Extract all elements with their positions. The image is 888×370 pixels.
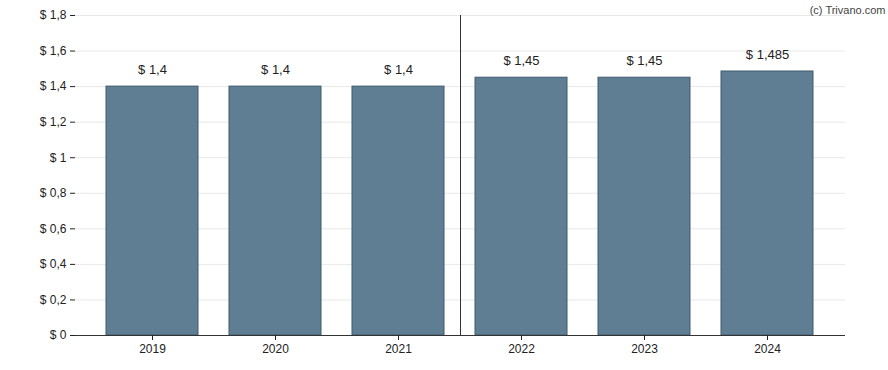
svg-text:$ 1,2: $ 1,2 xyxy=(40,115,67,129)
svg-text:2024: 2024 xyxy=(754,342,781,356)
svg-text:$ 1,4: $ 1,4 xyxy=(138,62,167,77)
svg-text:$ 1,6: $ 1,6 xyxy=(40,44,67,58)
svg-text:$ 1,45: $ 1,45 xyxy=(626,53,662,68)
svg-text:$ 1,4: $ 1,4 xyxy=(40,79,67,93)
svg-text:$ 0: $ 0 xyxy=(50,328,67,342)
svg-text:2020: 2020 xyxy=(262,342,289,356)
svg-text:$ 0,8: $ 0,8 xyxy=(40,186,67,200)
svg-text:$ 1,4: $ 1,4 xyxy=(261,62,290,77)
svg-text:(c) Trivano.com: (c) Trivano.com xyxy=(810,4,886,16)
svg-text:2019: 2019 xyxy=(139,342,166,356)
svg-text:$ 0,4: $ 0,4 xyxy=(40,257,67,271)
svg-text:$ 1,8: $ 1,8 xyxy=(40,8,67,22)
svg-text:2022: 2022 xyxy=(508,342,535,356)
svg-text:2023: 2023 xyxy=(631,342,658,356)
svg-text:$ 0,6: $ 0,6 xyxy=(40,222,67,236)
svg-text:2021: 2021 xyxy=(385,342,412,356)
svg-text:$ 1: $ 1 xyxy=(50,151,67,165)
svg-text:$ 1,45: $ 1,45 xyxy=(503,53,539,68)
svg-text:$ 1,4: $ 1,4 xyxy=(384,62,413,77)
svg-text:$ 1,485: $ 1,485 xyxy=(746,47,789,62)
svg-text:$ 0,2: $ 0,2 xyxy=(40,293,67,307)
